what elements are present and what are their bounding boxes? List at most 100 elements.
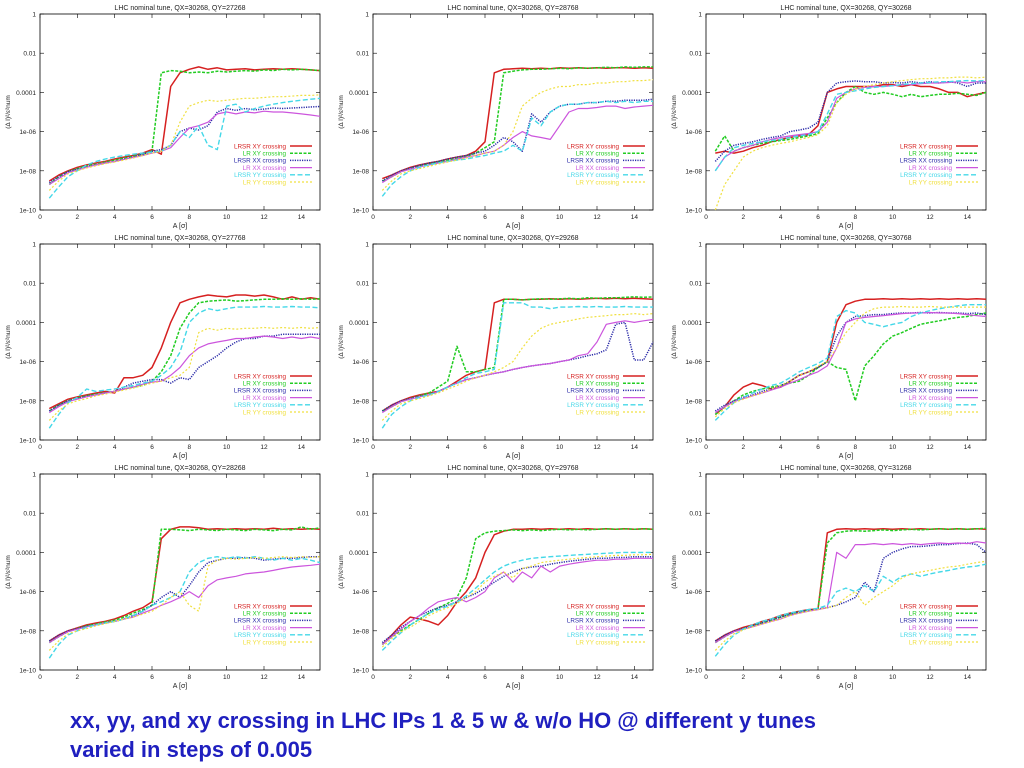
x-tick-label: 12 xyxy=(260,444,268,451)
legend-label: LR XX crossing xyxy=(909,395,953,402)
x-tick-label: 0 xyxy=(371,674,375,681)
series-line xyxy=(48,294,321,410)
series-line xyxy=(381,528,654,646)
y-tick-label: 1e-08 xyxy=(685,398,702,405)
y-tick-label: 1e-08 xyxy=(352,398,369,405)
series-line xyxy=(381,313,654,421)
x-tick-label: 12 xyxy=(593,444,601,451)
series-line xyxy=(48,110,321,186)
y-axis-label: (Δ I)²/ε²num xyxy=(338,95,345,129)
y-tick-label: 1e-10 xyxy=(19,208,36,215)
legend-label: LRSR YY crossing xyxy=(900,632,952,639)
legend-label: LR YY crossing xyxy=(576,409,620,416)
x-tick-label: 14 xyxy=(631,444,639,451)
x-tick-label: 8 xyxy=(188,444,192,451)
x-tick-label: 6 xyxy=(816,674,820,681)
legend-label: LRSR XX crossing xyxy=(900,618,953,625)
x-tick-label: 6 xyxy=(150,214,154,221)
series-line xyxy=(48,97,321,199)
x-axis-label: A [σ] xyxy=(173,683,187,690)
x-tick-label: 6 xyxy=(483,214,487,221)
y-tick-label: 1e-08 xyxy=(685,628,702,635)
x-tick-label: 6 xyxy=(816,444,820,451)
legend-label: LR XX crossing xyxy=(576,165,620,172)
chart-title: LHC nominal tune, QX=30268, QY=27268 xyxy=(114,5,245,12)
series-line xyxy=(381,302,653,429)
chart-panel-2: LHC nominal tune, QX=30268, QY=28768 1e-1… xyxy=(338,5,654,230)
legend-label: LR XY crossing xyxy=(243,611,287,618)
chart-grid: LHC nominal tune, QX=30268, QY=27268 1e-1… xyxy=(5,5,987,690)
y-tick-label: 1e-06 xyxy=(685,589,702,596)
x-tick-label: 10 xyxy=(223,674,231,681)
legend-label: LR XX crossing xyxy=(243,165,287,172)
x-axis-label: A [σ] xyxy=(173,223,187,230)
y-axis-label: (Δ I)²/ε²num xyxy=(338,555,345,589)
x-tick-label: 12 xyxy=(260,214,268,221)
x-tick-label: 2 xyxy=(742,674,746,681)
series-line xyxy=(48,526,321,644)
y-tick-label: 1e-06 xyxy=(685,129,702,136)
y-tick-label: 0.0001 xyxy=(682,550,702,557)
x-tick-label: 4 xyxy=(113,444,117,451)
x-tick-label: 6 xyxy=(483,444,487,451)
x-tick-label: 2 xyxy=(409,674,413,681)
legend-label: LR XX crossing xyxy=(576,625,620,632)
x-tick-label: 10 xyxy=(889,674,897,681)
y-tick-label: 0.01 xyxy=(689,51,702,58)
x-tick-label: 0 xyxy=(704,674,708,681)
y-tick-label: 0.0001 xyxy=(682,90,702,97)
plot-frame xyxy=(39,13,321,211)
y-tick-label: 0.0001 xyxy=(682,320,702,327)
legend-label: LRSR XX crossing xyxy=(234,618,287,625)
x-tick-label: 4 xyxy=(113,674,117,681)
series-line xyxy=(48,68,321,186)
legend-label: LRSR YY crossing xyxy=(567,172,619,179)
x-tick-label: 10 xyxy=(556,444,564,451)
legend-label: LRSR XY crossing xyxy=(900,373,953,380)
caption-line-1: xx, yy, and xy crossing in LHC IPs 1 & 5… xyxy=(70,708,817,733)
x-tick-label: 0 xyxy=(38,444,42,451)
series-line xyxy=(714,311,987,414)
series-line xyxy=(714,527,987,644)
x-tick-label: 4 xyxy=(779,674,783,681)
chart-title: LHC nominal tune, QX=30268, QY=29268 xyxy=(447,235,578,242)
legend-label: LR XY crossing xyxy=(909,151,953,158)
x-tick-label: 8 xyxy=(188,674,192,681)
y-tick-label: 1e-08 xyxy=(19,168,36,175)
x-tick-label: 2 xyxy=(76,214,80,221)
x-tick-label: 10 xyxy=(556,214,564,221)
plot-frame xyxy=(705,13,987,211)
series-line xyxy=(48,556,321,651)
series-line xyxy=(714,79,987,172)
y-tick-label: 0.0001 xyxy=(16,90,36,97)
legend-label: LR XY crossing xyxy=(576,381,620,388)
series-line xyxy=(714,305,986,418)
chart-panel-4: LHC nominal tune, QX=30268, QY=27768 1e-1… xyxy=(5,235,321,460)
y-tick-label: 1 xyxy=(32,242,36,249)
series-line xyxy=(48,305,321,429)
legend-label: LR XY crossing xyxy=(576,611,620,618)
legend-label: LR XX crossing xyxy=(909,625,953,632)
legend-label: LR YY crossing xyxy=(576,179,620,186)
y-tick-label: 1e-10 xyxy=(352,438,369,445)
x-tick-label: 4 xyxy=(779,214,783,221)
x-axis-label: A [σ] xyxy=(173,453,187,460)
y-tick-label: 1e-06 xyxy=(352,589,369,596)
plot-frame xyxy=(372,473,654,671)
legend-label: LRSR XX crossing xyxy=(234,388,287,395)
x-tick-label: 12 xyxy=(593,674,601,681)
series-line xyxy=(48,335,321,414)
chart-panel-8: LHC nominal tune, QX=30268, QY=29768 1e-1… xyxy=(338,465,654,690)
x-tick-label: 4 xyxy=(446,214,450,221)
y-tick-label: 1e-06 xyxy=(19,589,36,596)
legend-label: LRSR XY crossing xyxy=(567,373,620,380)
y-tick-label: 1 xyxy=(698,242,702,249)
y-tick-label: 0.01 xyxy=(23,511,36,518)
chart-title: LHC nominal tune, QX=30268, QY=30268 xyxy=(780,5,911,12)
legend-label: LRSR XX crossing xyxy=(234,158,287,165)
legend-label: LRSR XX crossing xyxy=(567,618,620,625)
y-tick-label: 1e-06 xyxy=(685,359,702,366)
chart-title: LHC nominal tune, QX=30268, QY=27768 xyxy=(114,235,245,242)
x-tick-label: 6 xyxy=(483,674,487,681)
x-axis-label: A [σ] xyxy=(839,683,853,690)
